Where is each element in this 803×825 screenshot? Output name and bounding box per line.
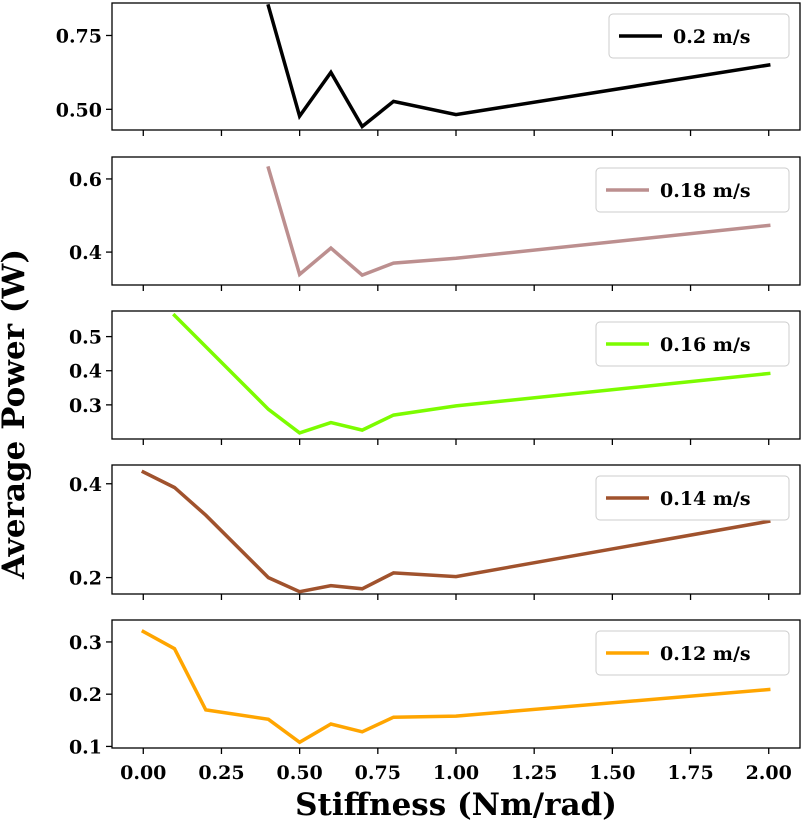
panel-4: 0.2 0.4 0.14 m/s xyxy=(69,464,801,600)
x-tick-label: 1.50 xyxy=(589,762,635,784)
panel-5: 0.1 0.2 0.3 0.00 0.25 0.50 0.75 1.00 1.25 1.50 1.7… xyxy=(69,619,801,784)
y-tick-label: 0.5 xyxy=(69,327,102,349)
panel-3: 0.3 0.4 0.5 0.16 m/s xyxy=(69,310,801,445)
y-tick-label: 0.4 xyxy=(69,474,102,496)
legend-label: 0.18 m/s xyxy=(660,180,751,202)
y-tick-label: 0.75 xyxy=(56,25,102,47)
legend-label: 0.12 m/s xyxy=(660,643,751,665)
x-tick-label: 2.00 xyxy=(746,762,792,784)
y-tick-label: 0.2 xyxy=(69,568,102,590)
y-tick-label: 0.3 xyxy=(69,632,102,654)
y-tick-label: 0.6 xyxy=(69,169,102,191)
x-tick-label: 0.00 xyxy=(120,762,166,784)
x-tick-label: 1.00 xyxy=(433,762,479,784)
x-tick-label: 1.25 xyxy=(511,762,557,784)
y-tick-label: 0.1 xyxy=(69,736,102,758)
series-line-0-14-m-s xyxy=(140,469,771,594)
y-tick-label: 0.4 xyxy=(69,361,102,383)
x-tick-label: 0.25 xyxy=(198,762,244,784)
x-axis-label: Stiffness (Nm/rad) xyxy=(295,787,617,823)
y-tick-label: 0.2 xyxy=(69,684,102,706)
x-tick-label: 0.75 xyxy=(355,762,401,784)
chart-panels: 0.500.75 0.2 m/s0.40.60.18 m/s0.30.40.5 0.… xyxy=(56,2,801,784)
y-tick-label: 0.3 xyxy=(69,395,102,417)
legend-box xyxy=(595,321,790,367)
legend-label: 0.2 m/s xyxy=(673,26,750,48)
y-tick-label: 0.4 xyxy=(69,242,102,264)
series-line-0-12-m-s xyxy=(140,629,771,745)
series-line-0-16-m-s xyxy=(172,312,771,435)
x-tick-label: 1.75 xyxy=(667,762,713,784)
legend-box xyxy=(608,13,790,59)
legend-box xyxy=(595,630,790,676)
panel-2: 0.4 0.6 0.18 m/s xyxy=(69,156,801,291)
legend-label: 0.14 m/s xyxy=(660,488,751,510)
y-axis-label: Average Power (W) xyxy=(0,249,32,580)
legend-label: 0.16 m/s xyxy=(660,334,751,356)
series-line-0-2-m-s xyxy=(266,3,771,130)
x-tick-label: 0.50 xyxy=(276,762,322,784)
legend-box xyxy=(595,475,790,521)
legend-box xyxy=(595,167,790,213)
panel-1: 0.50 0.75 0.2 m/s xyxy=(56,2,801,136)
y-tick-label: 0.50 xyxy=(56,99,102,121)
series-line-0-18-m-s xyxy=(266,165,771,278)
